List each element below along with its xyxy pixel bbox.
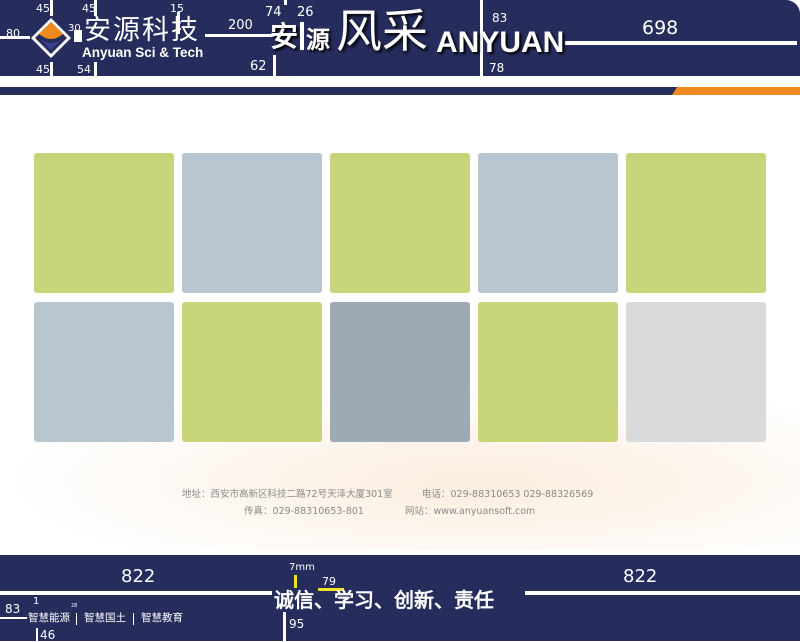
dim-822: 822 <box>121 566 156 587</box>
dim-78: 78 <box>489 61 505 75</box>
dim-80: 80 <box>6 27 20 40</box>
header-white-stripe <box>0 76 800 87</box>
photo-placeholder <box>626 302 766 442</box>
photo-placeholder <box>478 302 618 442</box>
dim-62: 62 <box>250 59 267 74</box>
dim-698: 698 <box>642 17 679 39</box>
dim-45: 45 <box>36 63 50 76</box>
footer-bar <box>0 555 800 641</box>
header-bar <box>0 0 800 76</box>
dim-83: 83 <box>492 11 508 25</box>
dim-26: 26 <box>297 5 314 20</box>
link-smart-energy[interactable]: 智慧能源 <box>28 612 70 624</box>
photo-placeholder <box>626 153 766 293</box>
contact-phone: 电话：029-88310653 029-88326569 <box>422 489 594 500</box>
dim-28: 28 <box>71 603 78 609</box>
title-en: ANYUAN <box>436 26 565 59</box>
dim-46: 46 <box>40 628 56 642</box>
photo-placeholder <box>182 153 322 293</box>
photo-placeholder <box>34 153 174 293</box>
dim-83: 83 <box>5 602 21 616</box>
photo-placeholder <box>330 302 470 442</box>
dim-45: 45 <box>36 2 50 15</box>
photo-placeholder <box>34 302 174 442</box>
logo-diamond-icon <box>30 17 72 59</box>
photo-placeholder <box>330 153 470 293</box>
dim-45: 45 <box>82 2 96 15</box>
footer-links: 智慧能源 智慧国土 智慧教育 <box>28 612 190 625</box>
dim-79: 79 <box>322 575 336 588</box>
dim-822: 822 <box>623 566 658 587</box>
header-bottom-bar <box>0 87 800 95</box>
link-smart-land[interactable]: 智慧国土 <box>76 612 133 625</box>
brand-name-en: Anyuan Sci & Tech <box>82 45 204 60</box>
contact-fax: 传真：029-88310653-801 <box>244 506 364 517</box>
dim-15: 15 <box>170 2 184 15</box>
brand-name-cn: 安源科技 <box>84 15 200 46</box>
title-calligraphy: 风采 <box>336 4 428 58</box>
company-motto: 诚信、学习、创新、责任 <box>274 588 494 612</box>
dim-1: 1 <box>33 596 40 607</box>
photo-placeholder <box>182 302 322 442</box>
dim-54: 54 <box>77 63 91 76</box>
link-smart-education[interactable]: 智慧教育 <box>133 612 190 625</box>
contact-website: 网站：www.anyuansoft.com <box>405 506 536 517</box>
photo-placeholder <box>478 153 618 293</box>
dim-74: 74 <box>265 5 282 20</box>
header-orange-accent <box>672 87 800 95</box>
dim-30: 30 <box>68 23 81 34</box>
dim-200: 200 <box>228 18 253 33</box>
contact-address: 地址：西安市高新区科技二路72号天泽大厦301室 <box>182 489 393 500</box>
title-cn-yuan: 源 <box>306 26 330 54</box>
dim-95: 95 <box>289 617 305 631</box>
dim-7mm: 7mm <box>289 562 315 573</box>
title-cn-an: 安 <box>270 20 299 53</box>
